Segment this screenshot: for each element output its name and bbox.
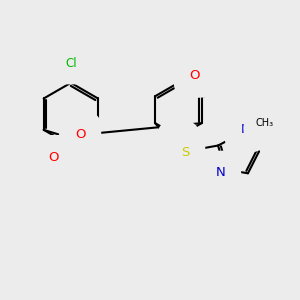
Text: O: O — [190, 69, 200, 82]
Text: S: S — [181, 146, 189, 159]
Text: O: O — [173, 136, 184, 150]
Text: N: N — [240, 124, 250, 136]
Text: Cl: Cl — [56, 152, 68, 166]
Text: Cl: Cl — [65, 57, 77, 70]
Text: CH₃: CH₃ — [255, 118, 273, 128]
Text: N: N — [216, 167, 225, 179]
Text: O: O — [48, 151, 58, 164]
Text: O: O — [75, 128, 86, 140]
